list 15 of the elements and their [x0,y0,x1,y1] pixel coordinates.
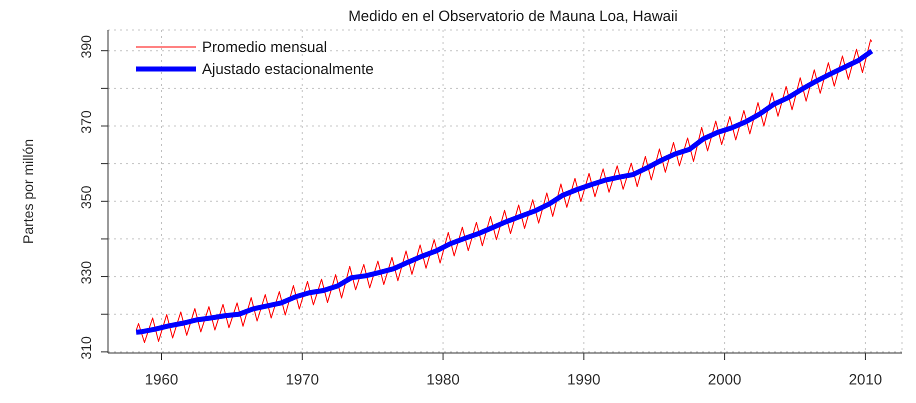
x-tick-label: 2010 [848,372,882,389]
x-tick-label: 1990 [567,372,601,389]
chart-title: Medido en el Observatorio de Mauna Loa, Hawaii [347,8,679,25]
x-tick-label: 1960 [144,372,178,389]
y-axis-title: Partes por millón [20,138,36,244]
x-tick-label: 1980 [426,372,460,389]
y-tick-label: 350 [78,185,94,209]
y-tick-label: 310 [78,336,94,360]
y-tick-label: 390 [78,34,94,58]
y-tick-label: 370 [78,110,94,134]
legend-label: Promedio mensual [202,38,328,56]
x-tick-label: 2000 [708,372,742,389]
y-tick-label: 330 [78,260,94,284]
x-tick-label: 1970 [286,372,319,389]
legend-label: Ajustado estacionalmente [202,60,374,78]
